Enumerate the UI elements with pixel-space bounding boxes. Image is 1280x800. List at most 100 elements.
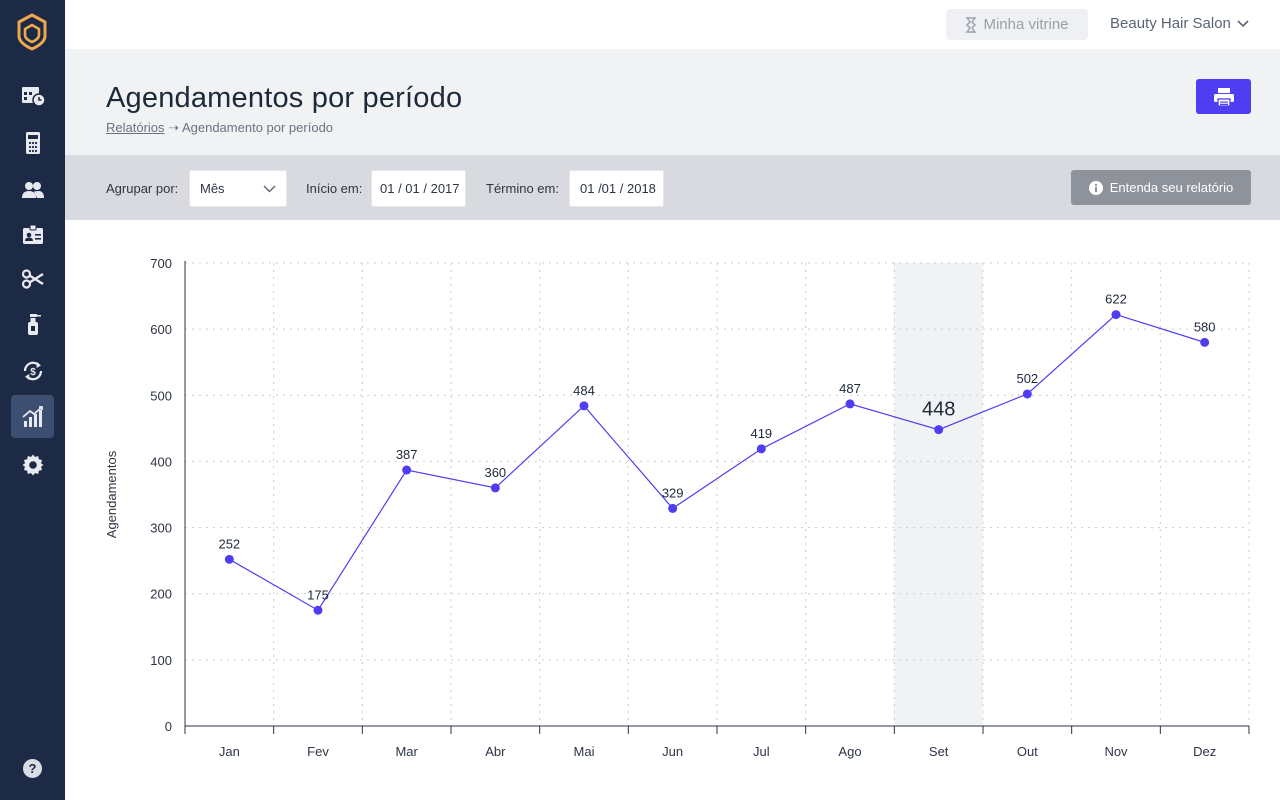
logo-icon bbox=[17, 13, 47, 51]
data-point bbox=[668, 503, 678, 513]
appointments-chart: 0 100 200 300 400 500 600 700 Jan Fev Mar Abr Mai Jun… bbox=[65, 220, 1280, 800]
x-tick-label: Out bbox=[1017, 744, 1038, 759]
svg-text:$: $ bbox=[30, 367, 36, 378]
minha-vitrine-label: Minha vitrine bbox=[983, 16, 1069, 33]
x-tick-label: Dez bbox=[1193, 744, 1216, 759]
nav-clients[interactable] bbox=[11, 168, 54, 211]
y-axis-title: Agendamentos bbox=[104, 450, 119, 538]
page-title: Agendamentos por período bbox=[106, 82, 463, 114]
nav-calendar[interactable] bbox=[11, 73, 54, 116]
nav-services[interactable] bbox=[11, 257, 54, 300]
nav-settings[interactable] bbox=[11, 443, 54, 486]
help-button[interactable]: ? bbox=[23, 759, 42, 778]
bar-chart-icon bbox=[21, 405, 43, 427]
group-by-select[interactable]: Mês bbox=[189, 170, 287, 207]
series-line bbox=[229, 313, 1205, 612]
money-cycle-icon: $ bbox=[23, 361, 42, 380]
data-point bbox=[845, 399, 855, 409]
data-label: 622 bbox=[1105, 292, 1127, 307]
nav-reports[interactable] bbox=[11, 395, 54, 438]
data-point bbox=[579, 401, 589, 411]
data-label: 484 bbox=[573, 383, 595, 398]
end-date-label: Término em: bbox=[486, 181, 559, 196]
y-tick-label: 200 bbox=[150, 587, 172, 602]
spray-bottle-icon bbox=[27, 313, 41, 335]
nav-calculator[interactable] bbox=[11, 121, 54, 164]
data-label: 419 bbox=[750, 426, 772, 441]
x-tick-label: Ago bbox=[838, 744, 861, 759]
filters-bar: Agrupar por: Mês Início em: 01 / 01 / 20… bbox=[65, 155, 1280, 220]
group-by-label: Agrupar por: bbox=[106, 181, 179, 196]
y-tick-label: 700 bbox=[150, 256, 172, 271]
top-bar: Minha vitrine Beauty Hair Salon bbox=[65, 0, 1280, 49]
nav-professionals[interactable] bbox=[11, 213, 54, 256]
start-date-label: Início em: bbox=[306, 181, 363, 196]
gear-icon bbox=[22, 454, 43, 475]
start-date-input[interactable]: 01 / 01 / 2017 bbox=[371, 170, 466, 207]
understand-report-button[interactable]: Entenda seu relatório bbox=[1071, 170, 1251, 205]
data-point bbox=[934, 425, 944, 435]
data-label: 329 bbox=[662, 485, 684, 500]
breadcrumb-link-reports[interactable]: Relatórios bbox=[106, 120, 165, 135]
start-date-value: 01 / 01 / 2017 bbox=[380, 181, 460, 196]
y-tick-label: 400 bbox=[150, 454, 172, 469]
minha-vitrine-button[interactable]: Minha vitrine bbox=[946, 9, 1088, 40]
account-menu[interactable]: Beauty Hair Salon bbox=[1110, 15, 1249, 32]
y-tick-label: 500 bbox=[150, 388, 172, 403]
breadcrumb-current: Agendamento por período bbox=[181, 120, 334, 135]
line-chart: 0 100 200 300 400 500 600 700 Jan Fev Mar Abr Mai Jun… bbox=[104, 256, 1250, 759]
users-icon bbox=[21, 181, 44, 198]
info-icon bbox=[1088, 180, 1103, 195]
page-header: Agendamentos por período Relatórios ➝ Ag… bbox=[65, 49, 1280, 155]
chevron-down-icon bbox=[1237, 19, 1249, 27]
data-label: 252 bbox=[218, 536, 240, 551]
x-tick-label: Set bbox=[929, 744, 949, 759]
scissors-icon bbox=[21, 268, 44, 289]
x-tick-label: Jan bbox=[219, 744, 240, 759]
x-tick-label: Abr bbox=[485, 744, 506, 759]
calendar-clock-icon bbox=[21, 86, 45, 107]
chevron-down-icon bbox=[263, 185, 276, 193]
data-label: 487 bbox=[839, 381, 861, 396]
y-tick-label: 100 bbox=[150, 653, 172, 668]
storefront-icon bbox=[966, 16, 977, 33]
data-point bbox=[1022, 389, 1032, 399]
data-point bbox=[1200, 337, 1210, 347]
data-point bbox=[490, 483, 500, 493]
highlight-band bbox=[894, 263, 983, 726]
x-tick-label: Nov bbox=[1104, 744, 1128, 759]
data-label: 448 bbox=[922, 399, 955, 421]
x-tick-label: Jul bbox=[753, 744, 770, 759]
end-date-value: 01 /01 / 2018 bbox=[580, 181, 656, 196]
account-name: Beauty Hair Salon bbox=[1110, 15, 1231, 32]
group-by-value: Mês bbox=[200, 181, 225, 196]
x-tick-label: Fev bbox=[307, 744, 329, 759]
print-button[interactable] bbox=[1196, 79, 1251, 114]
nav-finance[interactable]: $ bbox=[11, 349, 54, 392]
calculator-icon bbox=[25, 131, 40, 154]
y-tick-label: 300 bbox=[150, 521, 172, 536]
data-label: 175 bbox=[307, 587, 329, 602]
y-tick-label: 600 bbox=[150, 322, 172, 337]
understand-report-label: Entenda seu relatório bbox=[1109, 180, 1234, 195]
data-label: 580 bbox=[1194, 319, 1216, 334]
data-point bbox=[1111, 310, 1121, 320]
data-label: 387 bbox=[396, 447, 418, 462]
nav-products[interactable] bbox=[11, 302, 54, 345]
x-tick-label: Mar bbox=[395, 744, 418, 759]
end-date-input[interactable]: 01 /01 / 2018 bbox=[569, 170, 664, 207]
data-label: 502 bbox=[1016, 371, 1038, 386]
data-point bbox=[402, 465, 412, 475]
y-tick-label: 0 bbox=[165, 719, 172, 734]
data-point bbox=[313, 605, 323, 615]
printer-icon bbox=[1213, 87, 1234, 107]
breadcrumb: Relatórios ➝ Agendamento por período bbox=[106, 120, 333, 136]
data-point bbox=[224, 554, 234, 564]
data-point bbox=[756, 444, 766, 454]
id-card-icon bbox=[22, 224, 43, 244]
x-tick-label: Mai bbox=[574, 744, 595, 759]
data-label: 360 bbox=[484, 465, 506, 480]
breadcrumb-arrow-icon: ➝ bbox=[168, 120, 180, 135]
sidebar: $ ? bbox=[0, 0, 65, 800]
x-tick-label: Jun bbox=[662, 744, 683, 759]
